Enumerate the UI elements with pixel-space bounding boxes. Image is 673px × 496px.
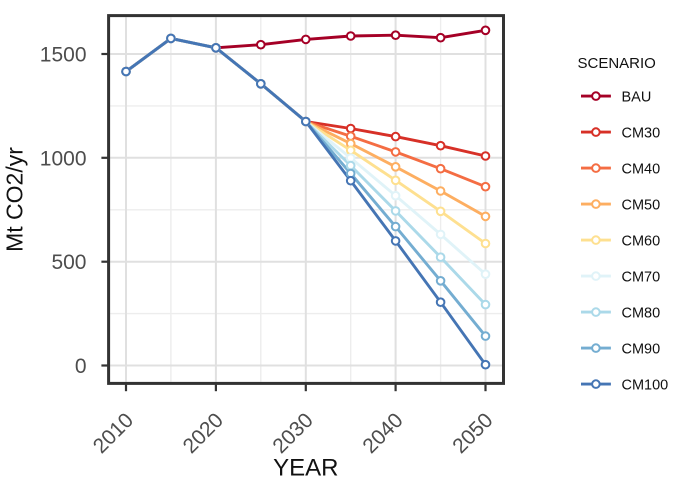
svg-text:CM40: CM40 [622, 161, 661, 177]
svg-text:0: 0 [75, 355, 87, 378]
svg-text:1000: 1000 [40, 147, 87, 170]
svg-text:500: 500 [51, 251, 86, 274]
svg-text:CM70: CM70 [622, 269, 661, 285]
svg-text:SCENARIO: SCENARIO [578, 55, 656, 72]
svg-text:BAU: BAU [622, 89, 652, 105]
svg-text:1500: 1500 [40, 44, 87, 67]
svg-text:YEAR: YEAR [273, 455, 338, 482]
svg-text:CM50: CM50 [622, 197, 661, 213]
svg-text:Mt CO2/yr: Mt CO2/yr [2, 147, 28, 252]
svg-text:CM80: CM80 [622, 305, 661, 321]
svg-text:CM60: CM60 [622, 233, 661, 249]
svg-text:CM30: CM30 [622, 125, 661, 141]
svg-text:CM100: CM100 [622, 377, 669, 393]
svg-text:CM90: CM90 [622, 341, 661, 357]
